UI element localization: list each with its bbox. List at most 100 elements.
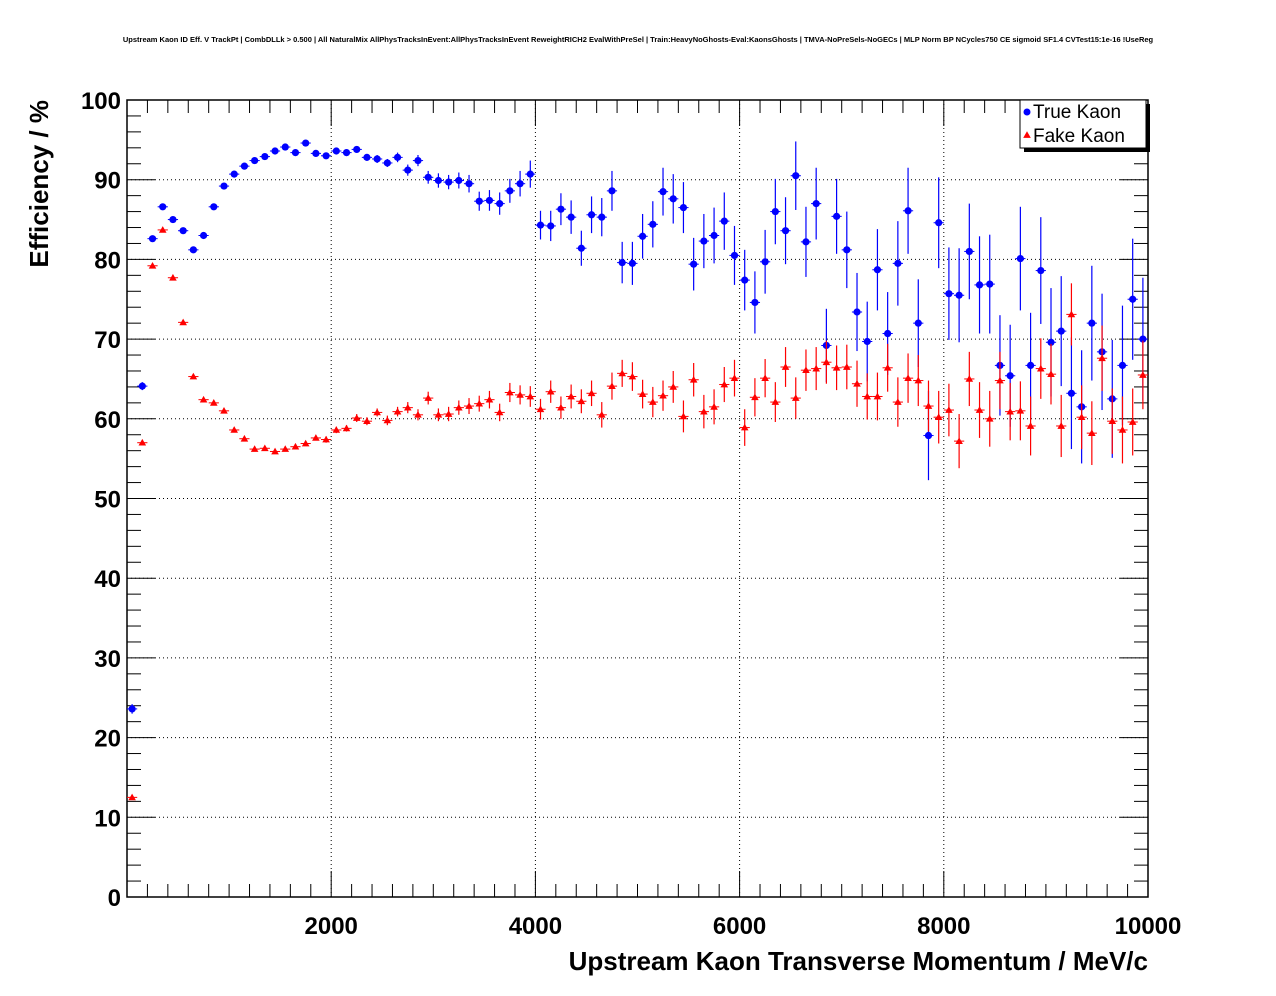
data-point: [261, 444, 269, 452]
data-point: [210, 203, 218, 211]
data-point: [475, 197, 483, 205]
data-point: [751, 393, 759, 401]
data-point: [128, 705, 136, 713]
data-point: [312, 149, 320, 157]
data-point: [679, 412, 688, 420]
data-point: [557, 403, 565, 411]
data-point: [1047, 338, 1055, 346]
data-point: [597, 411, 606, 418]
y-tick-label: 70: [94, 327, 121, 354]
y-tick-labels: 0 10 20 30 40 50 60 70 80 90 100: [81, 88, 121, 912]
data-point: [373, 155, 381, 163]
data-point: [771, 398, 780, 405]
data-point: [873, 392, 882, 400]
data-point: [169, 215, 177, 224]
data-point: [434, 411, 443, 418]
data-point: [965, 247, 973, 256]
data-point: [761, 374, 769, 382]
data-point: [832, 212, 841, 220]
data-point: [547, 222, 555, 230]
data-point: [1088, 429, 1096, 436]
data-point: [148, 261, 157, 269]
data-point: [209, 399, 218, 406]
data-point: [281, 445, 290, 452]
data-point: [383, 159, 391, 167]
legend-marker-true-kaon: [1023, 108, 1031, 116]
data-point: [843, 363, 851, 370]
data-point: [781, 363, 790, 370]
data-point: [935, 219, 943, 227]
data-point: [455, 176, 463, 185]
data-point: [904, 374, 912, 382]
data-point: [516, 391, 524, 398]
data-point: [1129, 295, 1137, 303]
data-point: [363, 153, 371, 161]
data-point: [649, 220, 657, 228]
data-point: [332, 426, 341, 433]
data-point: [536, 405, 545, 413]
data-point: [434, 176, 443, 185]
data-point: [832, 363, 841, 371]
data-point: [220, 407, 228, 414]
x-tick-label: 8000: [917, 913, 970, 940]
y-tick-label: 80: [94, 247, 121, 274]
data-point: [853, 379, 861, 387]
data-point: [894, 398, 902, 405]
data-point: [791, 394, 800, 401]
y-tick-label: 10: [94, 805, 121, 832]
legend-marker-fake-kaon: [1023, 131, 1031, 138]
data-point: [955, 437, 963, 444]
data-point: [710, 403, 718, 410]
data-point: [424, 173, 432, 181]
data-point: [138, 382, 146, 390]
data-point: [240, 434, 249, 442]
data-point: [1047, 370, 1055, 378]
data-point: [158, 226, 167, 233]
data-point: [322, 152, 330, 160]
data-point: [802, 238, 810, 246]
data-point: [863, 392, 872, 400]
data-point: [1067, 310, 1076, 318]
data-point: [914, 319, 922, 327]
data-point: [281, 143, 289, 151]
data-point: [639, 232, 647, 240]
data-point: [985, 415, 994, 422]
data-point: [1057, 327, 1065, 335]
data-point: [506, 187, 514, 195]
data-point: [496, 200, 504, 208]
data-point: [301, 439, 310, 447]
x-tick-labels: 2000 4000 6000 8000 10000: [305, 913, 1182, 940]
data-point: [690, 260, 698, 268]
data-point: [577, 244, 585, 252]
legend: True Kaon Fake Kaon: [1019, 99, 1150, 152]
data-point: [567, 392, 575, 400]
data-point: [567, 213, 575, 221]
plot-frame: [126, 99, 1149, 898]
data-point: [220, 182, 228, 190]
data-point: [465, 180, 473, 188]
chart-title: Upstream Kaon ID Eff. V TrackPt | CombDL…: [122, 35, 1154, 44]
data-point: [986, 280, 994, 288]
x-tick-label: 4000: [509, 913, 562, 940]
data-point: [689, 375, 698, 383]
data-point: [802, 366, 810, 374]
data-point: [618, 369, 626, 377]
data-point: [679, 203, 688, 212]
data-point: [608, 382, 616, 389]
data-point: [751, 298, 759, 307]
data-point: [1118, 361, 1127, 370]
data-point: [342, 424, 351, 432]
data-point: [863, 337, 871, 346]
data-point: [843, 246, 851, 254]
data-point: [587, 211, 596, 219]
data-point: [1036, 364, 1045, 372]
data-point: [322, 435, 330, 443]
data-point: [812, 200, 820, 208]
data-point: [199, 395, 208, 403]
data-point: [761, 258, 769, 266]
data-point: [128, 793, 136, 801]
data-point: [342, 149, 351, 157]
data-point: [363, 417, 371, 425]
data-point: [965, 375, 974, 382]
y-tick-label: 50: [94, 487, 121, 514]
